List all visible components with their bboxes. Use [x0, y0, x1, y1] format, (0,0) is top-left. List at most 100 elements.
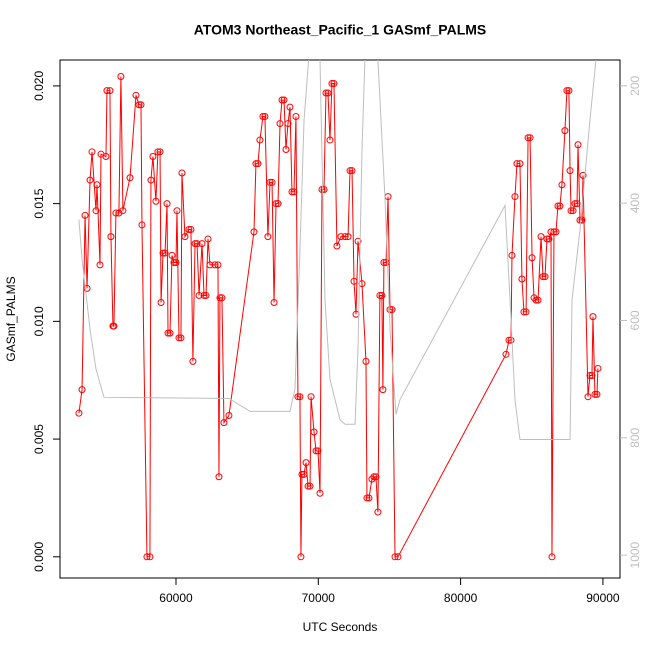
- data-point: [178, 169, 186, 177]
- data-point: [550, 228, 558, 236]
- data-point: [537, 233, 545, 241]
- data-point: [386, 306, 394, 314]
- data-point: [173, 207, 181, 215]
- data-point: [198, 240, 206, 248]
- data-point: [333, 242, 341, 250]
- data-point: [348, 167, 356, 175]
- data-point: [298, 470, 306, 478]
- data-point: [83, 284, 91, 292]
- data-point: [216, 294, 224, 302]
- data-point: [591, 390, 599, 398]
- data-point: [189, 357, 197, 365]
- x-tick-label: 80000: [444, 591, 478, 605]
- data-point: [276, 120, 284, 128]
- data-point: [593, 390, 601, 398]
- data-point: [350, 277, 358, 285]
- y-tick-label: 0.015: [32, 188, 46, 218]
- data-point: [579, 171, 587, 179]
- data-point: [326, 136, 334, 144]
- data-point: [516, 160, 524, 168]
- data-point: [288, 188, 296, 196]
- data-point: [202, 291, 210, 299]
- data-point: [214, 261, 222, 269]
- data-point: [268, 178, 276, 186]
- data-point: [93, 181, 101, 189]
- y2-tick-label: 600: [628, 310, 642, 330]
- plot-box: [59, 59, 621, 579]
- data-point: [290, 188, 298, 196]
- data-point: [177, 334, 185, 342]
- data-point: [565, 87, 573, 95]
- data-point: [181, 233, 189, 241]
- data-point: [282, 145, 290, 153]
- data-point: [354, 237, 362, 245]
- data-point: [312, 447, 320, 455]
- y2-tick-label: 400: [628, 193, 642, 213]
- data-point: [508, 251, 516, 259]
- data-point: [556, 202, 564, 210]
- data-point: [256, 136, 264, 144]
- data-point: [543, 235, 551, 243]
- data-point: [569, 207, 577, 215]
- data-point: [218, 294, 226, 302]
- data-point: [571, 200, 579, 208]
- data-point: [215, 473, 223, 481]
- data-point: [522, 308, 530, 316]
- data-point: [254, 160, 262, 168]
- data-point: [394, 553, 402, 561]
- data-point: [117, 72, 125, 80]
- x-tick-label: 90000: [586, 591, 620, 605]
- data-point: [264, 233, 272, 241]
- data-point: [344, 233, 352, 241]
- data-point: [110, 322, 118, 330]
- data-point: [86, 176, 94, 184]
- data-point: [528, 254, 536, 262]
- data-point: [78, 386, 86, 394]
- data-point: [296, 393, 304, 401]
- data-point: [304, 482, 312, 490]
- data-point: [330, 80, 338, 88]
- data-point: [149, 153, 157, 161]
- data-point: [193, 240, 201, 248]
- data-point: [558, 181, 566, 189]
- data-point: [132, 91, 140, 99]
- data-point: [187, 226, 195, 234]
- data-point: [157, 299, 165, 307]
- data-point: [532, 296, 540, 304]
- data-point: [191, 240, 199, 248]
- data-point: [106, 87, 114, 95]
- data-point: [337, 233, 345, 241]
- data-point: [310, 428, 318, 436]
- data-point: [250, 228, 258, 236]
- y-tick-label: 0.000: [32, 541, 46, 571]
- data-point: [211, 261, 219, 269]
- data-point: [573, 200, 581, 208]
- data-point: [513, 160, 521, 168]
- y-axis-label: GASmf_PALMS: [4, 276, 18, 361]
- data-point: [163, 200, 171, 208]
- plot-area: [75, 60, 602, 561]
- y-tick-label: 0.005: [32, 424, 46, 454]
- data-point: [126, 174, 134, 182]
- data-point: [586, 372, 594, 380]
- data-point: [103, 87, 111, 95]
- data-point: [147, 176, 155, 184]
- data-point: [589, 313, 597, 321]
- data-point: [541, 273, 549, 281]
- data-point: [365, 494, 373, 502]
- data-point: [502, 350, 510, 358]
- data-point: [567, 207, 575, 215]
- data-point: [154, 148, 162, 156]
- data-point: [220, 419, 228, 427]
- data-point: [259, 113, 267, 121]
- data-point: [161, 249, 169, 257]
- data-point: [318, 186, 326, 193]
- data-point: [561, 127, 569, 135]
- data-point: [135, 101, 143, 109]
- x-axis-label: UTC Seconds: [303, 620, 378, 634]
- data-point: [175, 334, 183, 342]
- data-point: [102, 153, 110, 161]
- series-line: [78, 76, 599, 558]
- data-point: [524, 134, 532, 142]
